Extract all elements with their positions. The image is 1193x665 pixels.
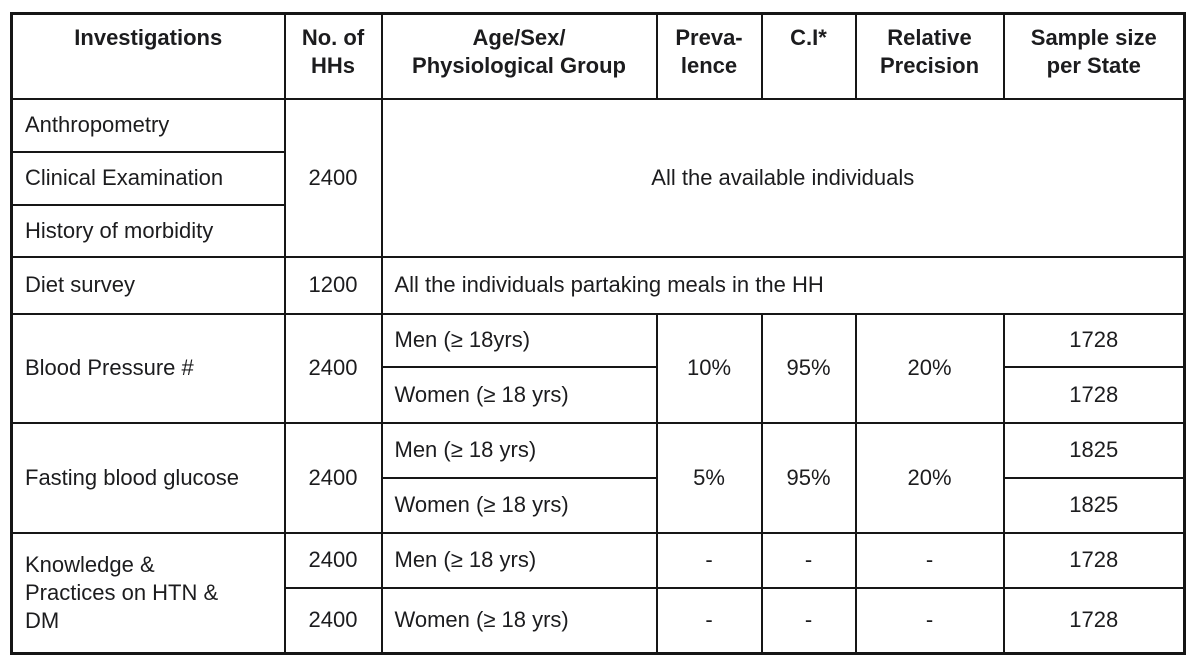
cell-bp-prevalence: 10% (655, 312, 763, 424)
header-relative-precision: Relative Precision (854, 12, 1005, 100)
cell-knowledge-men-no-of-hhs: 2400 (283, 531, 383, 589)
table-row: Anthropometry 2400 All the available ind… (10, 97, 1186, 258)
cell-knowledge-women-sample-size: 1728 (1002, 586, 1186, 655)
cell-bp-women-sample-size: 1728 (1002, 365, 1186, 424)
cell-knowledge-women-relative-precision: - (854, 586, 1005, 655)
cell-fbg-relative-precision: 20% (854, 421, 1005, 534)
table-row: Women (≥ 18 yrs) 1825 (12, 476, 1186, 534)
cell-knowledge-women-no-of-hhs: 2400 (283, 586, 383, 655)
table-row: Fasting blood glucose 2400 Men (≥ 18 yrs… (10, 421, 1186, 534)
cell-bp-relative-precision: 20% (854, 312, 1005, 424)
cell-fbg-women-group: Women (≥ 18 yrs) (380, 476, 658, 534)
cell-knowledge-men-ci: - (760, 531, 857, 589)
cell-fbg-no-of-hhs: 2400 (283, 421, 383, 534)
cell-knowledge-women-group: Women (≥ 18 yrs) (380, 586, 658, 655)
sampling-design-table: Investigations No. of HHs Age/Sex/ Physi… (10, 12, 1186, 655)
cell-investigation-blood-pressure: Blood Pressure # (10, 312, 286, 424)
cell-fbg-men-sample-size: 1825 (1002, 421, 1186, 479)
header-prevalence: Preva- lence (655, 12, 763, 100)
cell-fbg-prevalence: 5% (655, 421, 763, 534)
cell-fbg-ci: 95% (760, 421, 857, 534)
cell-knowledge-men-sample-size: 1728 (1002, 531, 1186, 589)
header-ci: C.I* (760, 12, 857, 100)
header-age-sex-group: Age/Sex/ Physiological Group (380, 12, 658, 100)
cell-investigation-diet-survey: Diet survey (10, 255, 286, 315)
table-row: Blood Pressure # 2400 Men (≥ 18yrs) 10% … (10, 312, 1186, 424)
table-row: Women (≥ 18 yrs) 1728 (12, 365, 1186, 424)
cell-bp-no-of-hhs: 2400 (283, 312, 383, 424)
header-sample-size: Sample size per State (1002, 12, 1186, 100)
cell-knowledge-men-group: Men (≥ 18 yrs) (380, 531, 658, 589)
cell-investigation-history-of-morbidity: History of morbidity (10, 203, 286, 258)
cell-knowledge-men-relative-precision: - (854, 531, 1005, 589)
cell-investigation-fasting-blood-glucose: Fasting blood glucose (10, 421, 286, 534)
cell-investigation-knowledge-practices: Knowledge & Practices on HTN & DM (10, 531, 286, 655)
cell-group1-no-of-hhs: 2400 (283, 97, 383, 258)
cell-bp-women-group: Women (≥ 18 yrs) (380, 365, 658, 424)
table-row: Diet survey 1200 All the individuals par… (10, 255, 1186, 315)
cell-knowledge-women-prevalence: - (655, 586, 763, 655)
cell-bp-ci: 95% (760, 312, 857, 424)
cell-fbg-men-group: Men (≥ 18 yrs) (380, 421, 658, 479)
table-row: History of morbidity (10, 203, 1185, 258)
table-header-row: Investigations No. of HHs Age/Sex/ Physi… (10, 12, 1186, 100)
cell-knowledge-men-prevalence: - (655, 531, 763, 589)
table-row: Clinical Examination (10, 150, 1185, 206)
table-row: Knowledge & Practices on HTN & DM 2400 M… (10, 531, 1186, 655)
header-investigations: Investigations (10, 12, 286, 100)
header-no-of-hhs: No. of HHs (283, 12, 383, 100)
cell-investigation-clinical-examination: Clinical Examination (10, 150, 286, 206)
cell-bp-men-sample-size: 1728 (1002, 312, 1186, 368)
cell-fbg-women-sample-size: 1825 (1002, 476, 1186, 534)
cell-diet-no-of-hhs: 1200 (283, 255, 383, 315)
cell-diet-description: All the individuals partaking meals in t… (380, 255, 1186, 315)
cell-group1-description: All the available individuals (380, 97, 1186, 258)
cell-investigation-anthropometry: Anthropometry (10, 97, 286, 153)
cell-knowledge-women-ci: - (760, 586, 857, 655)
table-row: 2400 Women (≥ 18 yrs) - - - 1728 (12, 586, 1186, 655)
cell-bp-men-group: Men (≥ 18yrs) (380, 312, 658, 368)
